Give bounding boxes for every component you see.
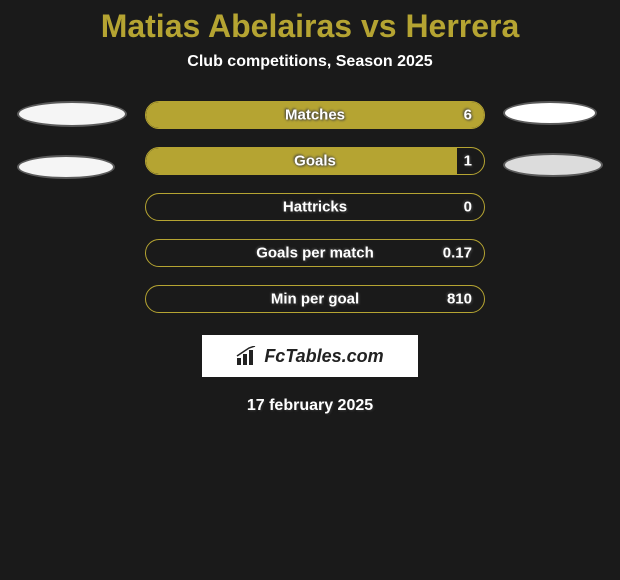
bar-row-min-per-goal: Min per goal 810 [145,285,485,313]
bar-value: 1 [464,153,472,170]
bar-row-goals-per-match: Goals per match 0.17 [145,239,485,267]
bar-value: 0.17 [443,245,472,262]
bar-value: 0 [464,199,472,216]
left-player-markers [17,101,127,179]
bar-label: Goals per match [256,245,374,262]
right-ellipse-1 [503,101,597,125]
bar-chart-icon [236,346,258,366]
root-container: Matias Abelairas vs Herrera Club competi… [0,0,620,415]
bar-label: Goals [294,153,336,170]
chart-area: Matches 6 Goals 1 Hattricks 0 Goals per … [0,101,620,313]
bar-row-goals: Goals 1 [145,147,485,175]
left-ellipse-1 [17,101,127,127]
bar-value: 6 [464,107,472,124]
logo-text: FcTables.com [264,346,383,367]
bar-row-hattricks: Hattricks 0 [145,193,485,221]
bar-value: 810 [447,291,472,308]
page-title: Matias Abelairas vs Herrera [101,8,520,45]
bar-row-matches: Matches 6 [145,101,485,129]
date-line: 17 february 2025 [247,397,373,415]
bar-label: Min per goal [271,291,359,308]
bar-label: Hattricks [283,199,347,216]
right-player-markers [503,101,603,177]
source-logo: FcTables.com [202,335,418,377]
bar-label: Matches [285,107,345,124]
left-ellipse-2 [17,155,115,179]
right-ellipse-2 [503,153,603,177]
stat-bars: Matches 6 Goals 1 Hattricks 0 Goals per … [145,101,485,313]
page-subtitle: Club competitions, Season 2025 [187,53,432,71]
